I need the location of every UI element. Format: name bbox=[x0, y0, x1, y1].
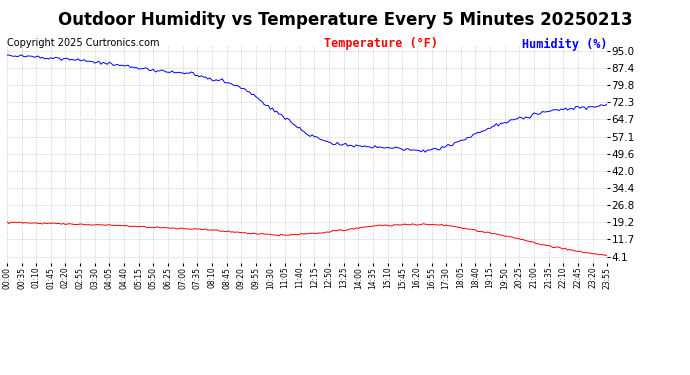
Text: Temperature (°F): Temperature (°F) bbox=[324, 38, 438, 51]
Text: Copyright 2025 Curtronics.com: Copyright 2025 Curtronics.com bbox=[7, 38, 159, 48]
Text: Outdoor Humidity vs Temperature Every 5 Minutes 20250213: Outdoor Humidity vs Temperature Every 5 … bbox=[58, 11, 632, 29]
Text: Humidity (%): Humidity (%) bbox=[522, 38, 607, 51]
